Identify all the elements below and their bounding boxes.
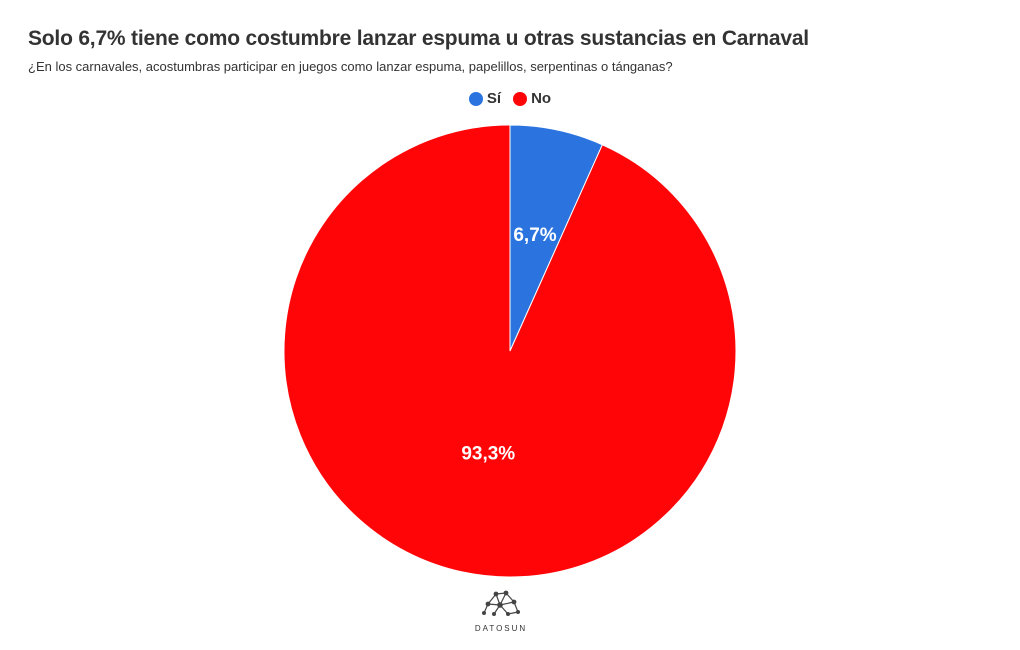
legend-item-no[interactable]: No [513,90,551,107]
slice-label-no: 93,3% [461,444,515,465]
logo-text: DATOSUN [474,624,528,633]
chart-legend: Sí No [0,90,1020,107]
legend-item-si[interactable]: Sí [468,90,502,107]
legend-label-no: No [531,90,552,107]
datosun-logo: DATOSUN [470,588,532,633]
chart-subtitle: ¿En los carnavales, acostumbras particip… [28,59,673,74]
slice-label-si: 6,7% [513,225,556,246]
pie-slice-no[interactable] [283,124,737,578]
legend-swatch-no [513,91,528,106]
legend-swatch-si [468,91,483,106]
legend-label-si: Sí [486,90,502,107]
chart-title: Solo 6,7% tiene como costumbre lanzar es… [28,27,809,50]
network-logo-icon [482,590,520,616]
